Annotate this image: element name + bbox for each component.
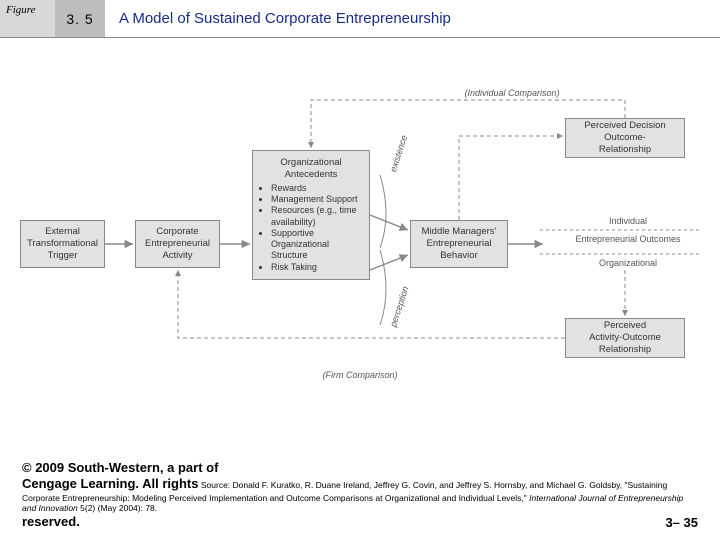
node-organizational-antecedents: Organizational Antecedents Rewards Manag… (252, 150, 370, 280)
bullet: Supportive Organizational Structure (271, 228, 361, 262)
figure-header: Figure 3. 5 A Model of Sustained Corpora… (0, 0, 720, 38)
node-external-trigger: External Transformational Trigger (20, 220, 105, 268)
copyright-line: © 2009 South-Western, a part of (22, 460, 698, 476)
diagram-canvas: External Transformational Trigger Corpor… (0, 70, 720, 440)
page-number: 3– 35 (665, 515, 698, 530)
annotation-existence: existence (388, 134, 409, 173)
footer: © 2009 South-Western, a part of Cengage … (22, 460, 698, 530)
annotation-individual-comparison: (Individual Comparison) (452, 88, 572, 98)
side-label-organizational: Organizational (548, 258, 708, 268)
node-perceived-activity-outcome: Perceived Activity-Outcome Relationship (565, 318, 685, 358)
node-text: Entrepreneurial (417, 238, 501, 250)
bullet: Rewards (271, 183, 361, 194)
citation-tail: 5(2) (May 2004): 78. (78, 503, 157, 513)
copyright-line: reserved. (22, 514, 698, 530)
figure-number: 3. 5 (55, 0, 105, 37)
node-perceived-decision-outcome: Perceived Decision Outcome- Relationship (565, 118, 685, 158)
citation-block: Cengage Learning. All rights Source: Don… (22, 476, 698, 514)
bullet: Resources (e.g., time availability) (271, 205, 361, 228)
node-text: Relationship (572, 144, 678, 156)
annotation-perception: perception (388, 285, 410, 328)
annotation-text: existence (388, 134, 409, 173)
node-middle-managers-behavior: Middle Managers' Entrepreneurial Behavio… (410, 220, 508, 268)
node-text: Relationship (572, 344, 678, 356)
bullet: Risk Taking (271, 262, 361, 273)
node-text: Middle Managers' (417, 226, 501, 238)
copyright-text: Cengage Learning. All rights (22, 476, 198, 491)
annotation-text: perception (388, 285, 410, 328)
node-text: Activity (142, 250, 213, 262)
node-text: Corporate (142, 226, 213, 238)
node-text: Trigger (27, 250, 98, 262)
node-text: Activity-Outcome (572, 332, 678, 344)
side-label-individual: Individual (548, 216, 708, 226)
side-label-entrepreneurial-outcomes: Entrepreneurial Outcomes (548, 234, 708, 244)
figure-title: A Model of Sustained Corporate Entrepren… (105, 0, 720, 37)
node-text: External (27, 226, 98, 238)
node-text: Transformational (27, 238, 98, 250)
node-bullets: Rewards Management Support Resources (e.… (261, 183, 361, 273)
annotation-text: (Firm Comparison) (322, 370, 397, 380)
annotation-text: (Individual Comparison) (464, 88, 559, 98)
node-text: Behavior (417, 250, 501, 262)
annotation-firm-comparison: (Firm Comparison) (290, 370, 430, 380)
node-text: Perceived Decision (572, 120, 678, 132)
node-title: Organizational Antecedents (261, 157, 361, 181)
node-text: Perceived (572, 320, 678, 332)
bullet: Management Support (271, 194, 361, 205)
node-text: Entrepreneurial (142, 238, 213, 250)
copyright-text: © 2009 South-Western, a part of (22, 460, 218, 475)
node-text: Outcome- (572, 132, 678, 144)
node-corporate-entrepreneurial-activity: Corporate Entrepreneurial Activity (135, 220, 220, 268)
figure-label: Figure (0, 0, 55, 37)
